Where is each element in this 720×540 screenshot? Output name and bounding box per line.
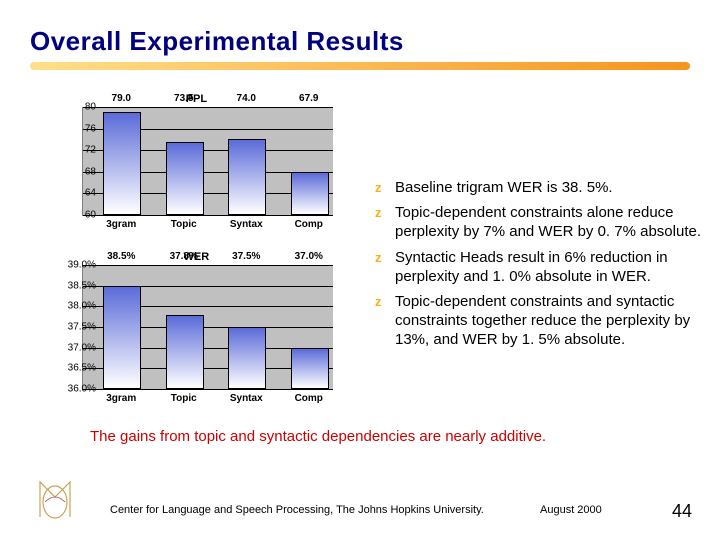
bar [291,172,329,215]
ytick-label: 38.0% [54,301,96,312]
bar-value-label: 79.0 [91,93,151,110]
ytick-label: 68 [54,166,96,177]
x-category-label: Syntax [216,219,276,230]
wer-plot-area: 38.5% 37.8% 37.5% 37.0% [82,265,333,390]
bar-slot: 79.0 [99,107,145,215]
bar [166,315,204,389]
ytick-label: 64 [54,188,96,199]
ytick-label: 60 [54,210,96,221]
bullet-list: z Baseline trigram WER is 38. 5%. z Topic-d… [375,178,705,356]
x-category-label: Syntax [216,393,276,404]
ytick-label: 38.5% [54,280,96,291]
footer-date: August 2000 [540,504,602,516]
ytick-label: 72 [54,145,96,156]
bullet-text: Syntactic Heads result in 6% reduction i… [395,249,668,285]
bar-slot: 67.9 [287,107,333,215]
bullet-text: Baseline trigram WER is 38. 5%. [395,179,613,196]
x-category-label: Comp [279,219,339,230]
bullet-marker-icon: z [375,294,387,306]
bullet-marker-icon: z [375,180,387,192]
bar-value-label: 73.5 [154,93,214,140]
slide-title: Overall Experimental Results [30,26,404,57]
bar-value-label: 37.8% [154,251,214,313]
bar-slot: 37.8% [162,265,208,389]
bullet-marker-icon: z [375,205,387,217]
bar-slot: 38.5% [99,265,145,389]
bullet-marker-icon: z [375,250,387,262]
footer-page: 44 [672,501,692,522]
bar-value-label: 37.5% [216,251,276,325]
ytick-label: 36.5% [54,363,96,374]
bar-slot: 74.0 [224,107,270,215]
footer-org: Center for Language and Speech Processin… [110,504,484,516]
bar [103,286,141,389]
bullet-item: z Syntactic Heads result in 6% reduction … [375,248,705,286]
bar-value-label: 74.0 [216,93,276,137]
bar [291,348,329,389]
ytick-label: 37.5% [54,322,96,333]
bar-value-label: 67.9 [279,93,339,170]
x-category-label: Comp [279,393,339,404]
bar [103,112,141,215]
ppl-chart: PPL 79.073.574.067.9 6064687276803gramTo… [30,95,350,245]
bullet-item: z Baseline trigram WER is 38. 5%. [375,178,705,197]
bar-value-label: 37.0% [279,251,339,346]
bar [228,139,266,215]
bar-value-label: 38.5% [91,251,151,284]
bar-slot: 37.5% [224,265,270,389]
bullet-text: Topic-dependent constraints alone reduce… [395,204,701,240]
logo [30,472,80,522]
bar [228,327,266,389]
title-underline [30,62,690,70]
bullet-item: z Topic-dependent constraints alone reduc… [375,203,705,241]
ytick-label: 80 [54,102,96,113]
charts-area: PPL 79.073.574.067.9 6064687276803gramTo… [30,95,360,423]
caption-text: The gains from topic and syntactic depen… [90,428,710,447]
gridline [83,215,333,216]
ppl-plot-area: 79.0 73.5 74.0 67.9 [82,107,333,216]
gridline [83,389,333,390]
x-category-label: Topic [154,393,214,404]
bar-slot: 37.0% [287,265,333,389]
bar-slot: 73.5 [162,107,208,215]
bullet-item: z Topic-dependent constraints and syntact… [375,292,705,350]
wer-chart: WER 38.5%37.8%37.5%37.0% 36.0%36.5%37.0%… [30,253,350,423]
x-category-label: Topic [154,219,214,230]
bullet-text: Topic-dependent constraints and syntacti… [395,293,690,348]
x-category-label: 3gram [91,219,151,230]
x-category-label: 3gram [91,393,151,404]
ytick-label: 37.0% [54,342,96,353]
ytick-label: 76 [54,123,96,134]
bar [166,142,204,215]
ytick-label: 39.0% [54,260,96,271]
ytick-label: 36.0% [54,384,96,395]
